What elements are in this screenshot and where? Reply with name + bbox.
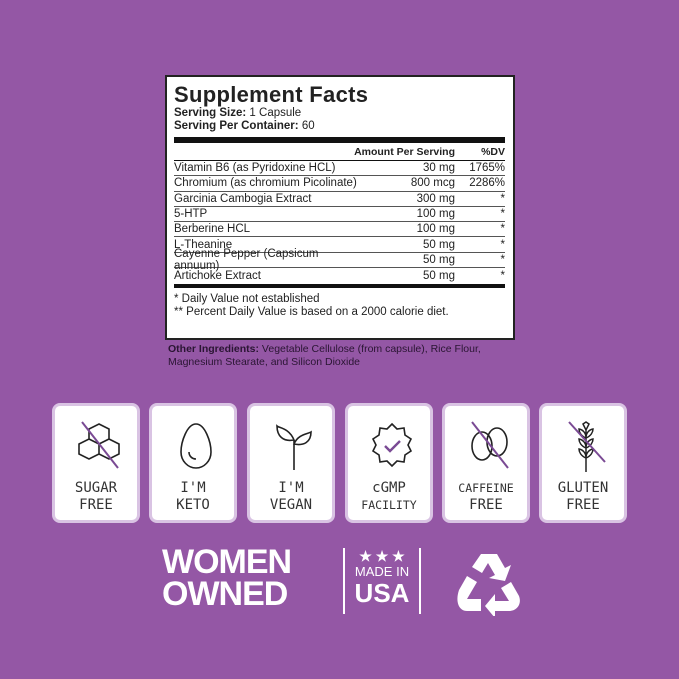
- check-seal-icon: [371, 422, 413, 468]
- divider: [174, 137, 505, 143]
- sugar-cubes-crossed-icon: [78, 421, 120, 469]
- badge-egg: I'M KETO: [149, 403, 237, 523]
- table-row: Garcinia Cambogia Extract 300 mg *: [174, 192, 505, 207]
- badge-wheat-crossed: GLUTEN FREE: [539, 403, 627, 523]
- sprout-icon: [276, 424, 312, 470]
- table-row: Artichoke Extract 50 mg *: [174, 269, 505, 282]
- table-row: Chromium (as chromium Picolinate) 800 mcg…: [174, 176, 505, 192]
- wheat-crossed-icon: [568, 421, 606, 472]
- servings-per-container: 60: [301, 120, 315, 132]
- footnote: ** Percent Daily Value is based on a 200…: [174, 306, 449, 319]
- footnote: * Daily Value not established: [174, 293, 320, 306]
- serving-size: 1 Capsule: [249, 107, 302, 119]
- supplement-facts-panel: Supplement Facts Serving Size: 1 Capsule…: [165, 75, 515, 340]
- badge-sugar-cubes-crossed: SUGAR FREE: [52, 403, 140, 523]
- women-owned-logo: WOMEN OWNED: [162, 543, 292, 613]
- recycle-icon: [457, 554, 520, 616]
- badge-check-seal: cGMP FACILITY: [345, 403, 433, 523]
- badge-sprout: I'M VEGAN: [247, 403, 335, 523]
- divider: [174, 284, 505, 289]
- egg-icon: [180, 423, 212, 469]
- other-ingredients: Other Ingredients: Vegetable Cellulose (…: [168, 343, 481, 368]
- table-row: Vitamin B6 (as Pyridoxine HCL) 30 mg 1765%: [174, 161, 505, 177]
- table-row: Cayenne Pepper (Capsicum annuum) 50 mg *: [174, 247, 505, 272]
- made-in-usa-logo: ★ ★ ★ MADE IN USA: [343, 548, 421, 614]
- coffee-bean-crossed-icon: [471, 421, 509, 469]
- badge-coffee-bean-crossed: CAFFEINE FREE: [442, 403, 530, 523]
- table-row: 5-HTP 100 mg *: [174, 207, 505, 223]
- facts-title: Supplement Facts: [174, 82, 369, 107]
- table-row: L-Theanine 50 mg *: [174, 237, 505, 253]
- table-row: Berberine HCL 100 mg *: [174, 222, 505, 238]
- table-header: Amount Per Serving %DV: [174, 145, 505, 161]
